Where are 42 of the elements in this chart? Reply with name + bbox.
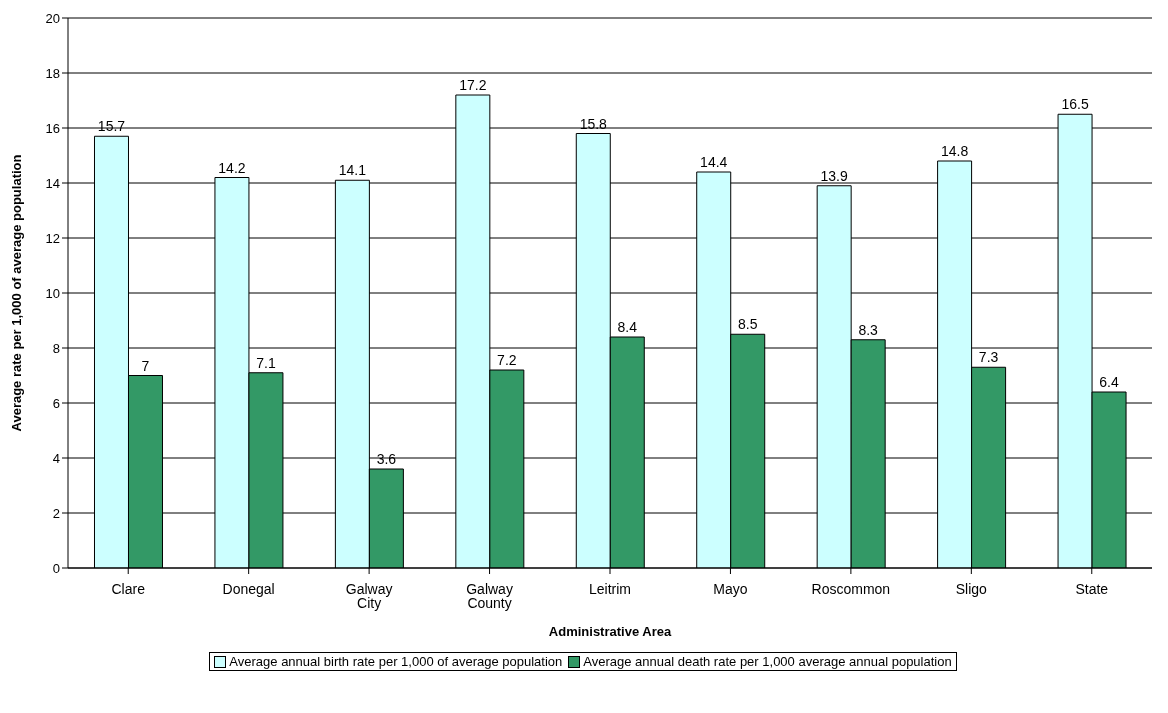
data-label: 8.5 [737,316,758,333]
x-tick-label: Mayo [713,580,748,597]
y-tick-label: 10 [45,285,60,301]
data-label: 7.2 [497,352,517,368]
legend-label: Average annual birth rate per 1,000 of average population [228,654,563,669]
x-tick-label: Sligo [955,580,988,597]
x-tick-label: Donegal [222,580,275,597]
y-tick-label: 2 [52,505,60,521]
data-label: 14.1 [338,162,367,179]
x-tick-label: Roscommon [811,580,891,597]
x-tick-label: Galway County [466,580,513,611]
data-label: 14.4 [700,154,728,170]
y-tick-label: 18 [45,65,60,81]
data-label: 7.3 [978,349,999,366]
data-label: 15.7 [97,118,126,135]
x-axis-title: Administrative Area [548,624,672,639]
y-tick-label: 4 [52,450,60,466]
y-tick-label: 0 [52,560,60,576]
x-tick-label: Galway City [345,580,393,611]
x-tick-label: Leitrim [588,580,632,597]
y-tick-label: 6 [52,395,60,411]
x-tick-label: State [1075,580,1109,597]
data-label: 16.5 [1061,96,1089,113]
data-label: 6.4 [1099,374,1119,390]
data-label: 8.4 [617,319,638,335]
legend-label: Average annual death rate per 1,000 average annual population [582,654,952,669]
y-tick-label: 20 [45,10,60,26]
y-tick-label: 12 [45,230,60,246]
data-label: 7 [141,357,150,374]
x-tick-label: Clare [111,580,146,597]
y-tick-label: 14 [45,175,60,191]
data-label: 13.9 [820,167,848,184]
data-label: 7.1 [256,354,276,371]
y-tick-label: 16 [45,120,60,136]
data-label: 3.6 [376,451,397,467]
data-label: 14.2 [218,159,246,176]
data-label: 15.8 [579,115,608,132]
data-label: 17.2 [459,77,487,93]
data-label: 8.3 [858,321,879,338]
y-tick-label: 8 [52,340,60,356]
y-axis-title: Average rate per 1,000 of average population [8,154,24,432]
data-label: 14.8 [940,143,969,159]
